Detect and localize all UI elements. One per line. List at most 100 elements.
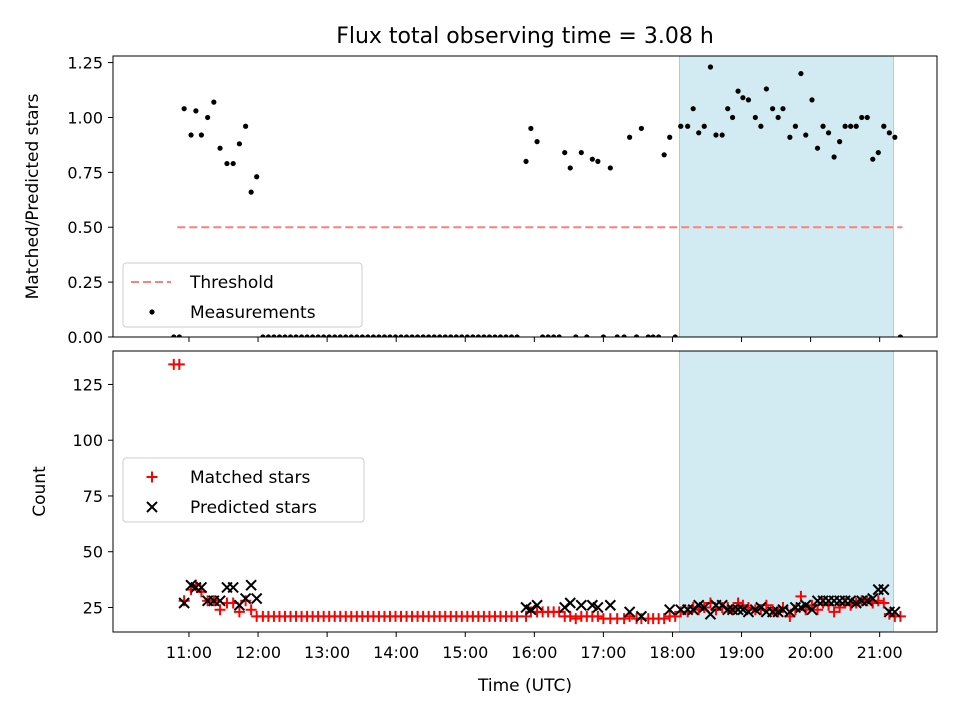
data-point <box>376 334 382 337</box>
data-point <box>892 134 898 140</box>
data-point <box>240 595 252 607</box>
data-point <box>638 125 644 132</box>
data-point <box>661 152 667 158</box>
data-point <box>211 99 217 105</box>
data-point <box>690 106 696 112</box>
y-tick-label: 25 <box>83 598 103 617</box>
data-point <box>809 97 815 103</box>
data-point <box>758 123 764 129</box>
data-point <box>604 599 617 611</box>
data-point <box>245 604 257 616</box>
legend-box <box>122 457 365 523</box>
data-point <box>293 334 299 337</box>
data-point <box>656 334 662 337</box>
data-point <box>886 130 892 136</box>
plot-area <box>171 64 903 337</box>
data-point <box>595 158 601 164</box>
data-point <box>787 134 793 140</box>
data-point <box>897 334 903 337</box>
legend: Threshold Measurements <box>122 262 363 328</box>
observing-window-span <box>678 55 894 338</box>
data-point <box>525 603 537 616</box>
data-point <box>564 610 576 622</box>
data-point <box>875 149 881 156</box>
data-point <box>806 603 818 616</box>
y-tick-label: 50 <box>83 543 103 562</box>
data-point <box>848 123 854 129</box>
data-point <box>663 603 676 616</box>
data-point <box>592 601 604 614</box>
data-point <box>669 610 681 622</box>
data-point <box>701 123 707 129</box>
data-point <box>792 123 799 129</box>
data-point <box>534 139 540 145</box>
data-point <box>420 334 426 337</box>
legend-label: Threshold <box>189 273 274 293</box>
x-tick-label: 14:00 <box>373 643 419 662</box>
legend-box <box>122 262 363 328</box>
data-point <box>332 334 338 337</box>
data-point <box>573 334 579 337</box>
x-tick-label: 19:00 <box>718 643 764 662</box>
data-point <box>381 334 388 337</box>
legend-label: Measurements <box>190 303 316 323</box>
data-point <box>508 334 515 337</box>
y-tick-label: 0.50 <box>67 218 103 237</box>
data-point <box>763 86 769 92</box>
data-point <box>600 334 606 337</box>
data-point <box>403 334 410 337</box>
data-point <box>254 174 260 180</box>
data-point <box>310 334 316 337</box>
observing-window-span <box>678 350 894 633</box>
count-panel: 11:00 12:00 13:00 14:00 15:00 16:00 17:00 18:00… <box>30 350 938 662</box>
x-tick-label: 13:00 <box>304 643 350 662</box>
data-point <box>752 114 758 121</box>
data-point <box>607 165 613 171</box>
data-point <box>195 581 208 594</box>
data-point <box>343 334 349 337</box>
data-point <box>575 599 587 611</box>
data-point <box>176 334 182 337</box>
data-point <box>672 334 678 337</box>
data-point <box>742 606 755 618</box>
data-point <box>735 88 741 94</box>
data-point <box>370 334 376 337</box>
data-point <box>442 334 448 337</box>
data-point <box>540 334 546 337</box>
data-point <box>775 114 781 121</box>
x-tick-label: 16:00 <box>511 643 557 662</box>
y-tick-label: 0.25 <box>67 273 103 292</box>
data-point <box>265 334 272 337</box>
data-point <box>321 334 327 337</box>
data-point <box>398 334 404 337</box>
data-point <box>618 613 630 625</box>
data-point <box>621 334 627 337</box>
data-point <box>722 603 734 616</box>
data-point <box>780 106 786 112</box>
legend: Matched stars Predicted stars <box>122 457 365 523</box>
data-point <box>387 334 393 337</box>
data-point <box>426 334 432 337</box>
data-point <box>503 334 509 337</box>
data-point <box>243 123 249 129</box>
data-point <box>453 334 459 337</box>
y-tick-label: 125 <box>72 375 103 394</box>
data-point <box>514 334 520 337</box>
plot-area <box>168 358 906 625</box>
legend-swatch <box>146 501 158 513</box>
data-point <box>250 592 263 605</box>
data-point <box>719 132 725 138</box>
legend-label: Predicted stars <box>190 498 317 518</box>
data-point <box>556 334 562 337</box>
data-point <box>777 603 789 616</box>
data-point <box>260 334 266 337</box>
data-point <box>623 606 636 618</box>
data-point <box>276 334 283 337</box>
data-point <box>531 599 543 611</box>
data-point <box>354 334 360 337</box>
series-measurements <box>171 64 903 337</box>
data-point <box>729 114 736 121</box>
data-point <box>224 160 230 167</box>
data-point <box>198 132 205 138</box>
